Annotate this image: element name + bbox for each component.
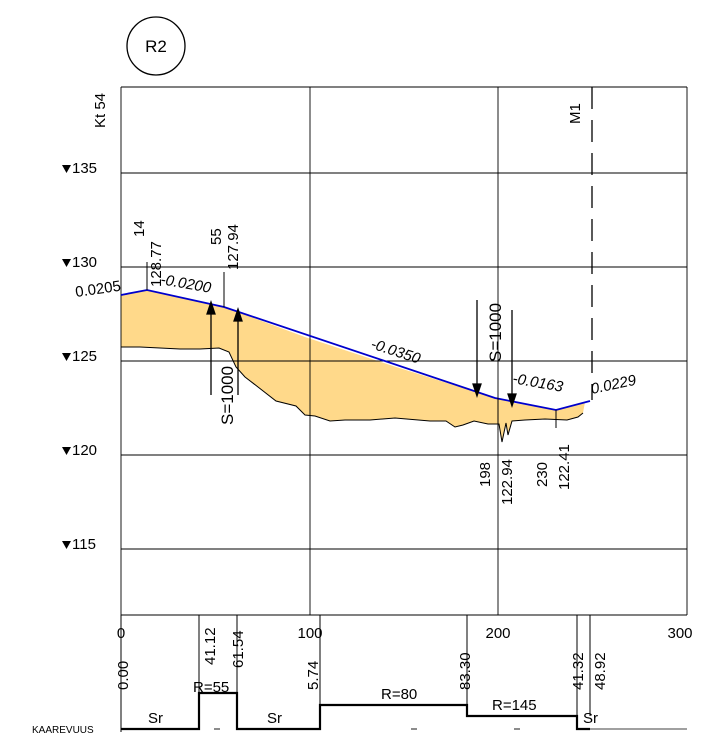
station-label-end: M1 — [567, 103, 584, 124]
elevation-label: 130 — [72, 254, 97, 271]
curvature-segment: R=80 — [381, 686, 417, 703]
curvature-segment: Sr — [583, 710, 598, 727]
grade-label: -0.0163 — [511, 370, 565, 396]
vertical-curve-label: S=1000 — [218, 366, 237, 425]
curvature-line — [121, 691, 590, 731]
vertical-curve-label: S=1000 — [486, 303, 505, 362]
curve-station-ticks — [120, 615, 591, 732]
curve-station-label: 41.32 — [570, 652, 587, 690]
break-point-elevation: 127.94 — [225, 224, 242, 270]
curvature-row-label: KAAREVUUS — [32, 725, 94, 736]
grade-label: -0.0200 — [159, 271, 213, 297]
grade-line — [120, 289, 591, 411]
curvature-row: KAAREVUUS Sr R=55 Sr R=80 R=145 Sr — [32, 679, 687, 736]
curve-station-label: 41.12 — [202, 627, 219, 665]
break-point-elevation: 122.94 — [499, 459, 516, 505]
badge-text: R2 — [145, 37, 167, 56]
break-point-elevation: 128.77 — [148, 241, 165, 287]
elevation-mark: 120 — [62, 442, 97, 459]
vertical-curve-labels: S=1000 S=1000 — [218, 303, 505, 425]
grade-label: 0.0229 — [589, 372, 638, 398]
elevation-mark: 125 — [62, 348, 97, 365]
curve-station-label: 83.30 — [457, 652, 474, 690]
profile-id-badge: R2 — [126, 16, 186, 76]
break-point-station: 198 — [477, 462, 494, 487]
curve-station-label: 0.00 — [115, 661, 132, 690]
curve-station-label: 48.92 — [592, 652, 609, 690]
x-tick-label: 300 — [667, 625, 692, 642]
curvature-segment: R=145 — [492, 697, 537, 714]
ground-line — [121, 346, 584, 443]
break-point-labels: 14 128.77 55 127.94 198 122.94 230 122.4… — [131, 220, 573, 505]
station-label-start: Kt 54 — [92, 93, 109, 128]
elevation-marks: 135 130 125 120 115 — [62, 160, 97, 553]
curve-station-label: 61.54 — [230, 630, 247, 668]
vertical-curve-arrows — [206, 299, 517, 409]
curve-station-label: 5.74 — [305, 661, 322, 690]
break-point-station: 55 — [208, 228, 225, 245]
grid — [120, 86, 688, 616]
curvature-segment: Sr — [267, 710, 282, 727]
elevation-mark: 115 — [62, 536, 96, 553]
elevation-label: 125 — [72, 348, 97, 365]
elevation-mark: 135 — [62, 160, 97, 177]
elevation-label: 120 — [72, 442, 97, 459]
earth-fill — [121, 290, 585, 442]
break-point-elevation: 122.41 — [556, 444, 573, 490]
grade-label: 0.0205 — [74, 278, 122, 301]
elevation-label: 115 — [72, 536, 96, 553]
break-point-verticals — [146, 262, 557, 430]
x-tick-label: 100 — [297, 625, 322, 642]
curve-station-labels: 0.00 41.12 61.54 5.74 83.30 41.32 48.92 — [115, 627, 609, 690]
break-point-station: 14 — [131, 220, 148, 237]
break-point-station: 230 — [534, 462, 551, 487]
curvature-segment: Sr — [148, 710, 163, 727]
x-tick-label: 200 — [485, 625, 510, 642]
elevation-mark: 130 — [62, 254, 97, 271]
elevation-label: 135 — [72, 160, 97, 177]
curvature-segment: R=55 — [193, 679, 229, 696]
